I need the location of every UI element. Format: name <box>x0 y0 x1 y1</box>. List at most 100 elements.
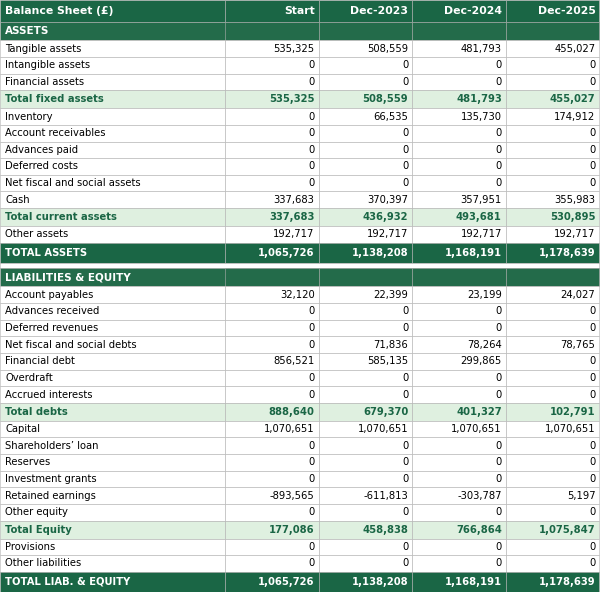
Bar <box>225 91 319 108</box>
Text: 0: 0 <box>402 373 408 383</box>
Bar <box>506 269 599 287</box>
Bar <box>506 243 599 263</box>
Bar <box>506 386 599 403</box>
Text: 0: 0 <box>402 507 408 517</box>
Bar <box>225 437 319 454</box>
Text: 0: 0 <box>402 323 408 333</box>
Text: 0: 0 <box>496 178 502 188</box>
Bar <box>319 353 412 369</box>
Bar <box>0 386 225 403</box>
Text: 455,027: 455,027 <box>554 44 595 54</box>
Bar <box>225 403 319 421</box>
Text: 0: 0 <box>402 77 408 87</box>
Bar <box>412 108 506 125</box>
Text: 0: 0 <box>496 373 502 383</box>
Bar <box>225 0 319 22</box>
Text: 370,397: 370,397 <box>367 195 408 205</box>
Text: 0: 0 <box>402 390 408 400</box>
Text: 66,535: 66,535 <box>373 112 408 121</box>
Text: 192,717: 192,717 <box>367 229 408 239</box>
Bar <box>0 421 225 437</box>
Text: 0: 0 <box>589 558 595 568</box>
Text: 1,168,191: 1,168,191 <box>445 247 502 258</box>
Bar <box>412 471 506 487</box>
Bar <box>319 226 412 243</box>
Bar <box>412 353 506 369</box>
Text: 535,325: 535,325 <box>269 94 314 104</box>
Bar <box>412 0 506 22</box>
Bar <box>506 520 599 539</box>
Bar <box>225 125 319 141</box>
Bar <box>319 403 412 421</box>
Text: 0: 0 <box>496 162 502 172</box>
Bar <box>225 40 319 57</box>
Bar <box>225 158 319 175</box>
Text: 0: 0 <box>402 542 408 552</box>
Bar <box>412 520 506 539</box>
Text: 0: 0 <box>402 558 408 568</box>
Text: 0: 0 <box>589 390 595 400</box>
Bar <box>319 175 412 191</box>
Text: Financial assets: Financial assets <box>5 77 84 87</box>
Bar <box>412 421 506 437</box>
Text: 0: 0 <box>308 145 314 155</box>
Text: Provisions: Provisions <box>5 542 55 552</box>
Text: 1,070,651: 1,070,651 <box>264 424 314 434</box>
Bar <box>412 22 506 40</box>
Bar <box>225 471 319 487</box>
Text: 0: 0 <box>402 458 408 467</box>
Text: 78,264: 78,264 <box>467 340 502 350</box>
Text: Advances paid: Advances paid <box>5 145 78 155</box>
Bar <box>319 504 412 520</box>
Text: 0: 0 <box>308 440 314 451</box>
Text: 436,932: 436,932 <box>363 212 408 222</box>
Text: LIABILITIES & EQUITY: LIABILITIES & EQUITY <box>5 272 131 282</box>
Bar <box>412 320 506 336</box>
Bar <box>319 141 412 158</box>
Text: -893,565: -893,565 <box>270 491 314 501</box>
Bar <box>225 226 319 243</box>
Text: 401,327: 401,327 <box>456 407 502 417</box>
Text: Deferred revenues: Deferred revenues <box>5 323 98 333</box>
Bar <box>225 108 319 125</box>
Bar <box>319 269 412 287</box>
Bar <box>506 208 599 226</box>
Bar <box>506 22 599 40</box>
Text: 0: 0 <box>308 60 314 70</box>
Text: Other liabilities: Other liabilities <box>5 558 81 568</box>
Bar <box>319 40 412 57</box>
Bar <box>412 57 506 73</box>
Text: 0: 0 <box>308 458 314 467</box>
Text: 508,559: 508,559 <box>362 94 408 104</box>
Bar <box>506 125 599 141</box>
Bar <box>319 555 412 572</box>
Bar <box>412 386 506 403</box>
Text: 0: 0 <box>496 474 502 484</box>
Bar <box>0 108 225 125</box>
Bar <box>0 353 225 369</box>
Text: 0: 0 <box>402 307 408 316</box>
Text: 5,197: 5,197 <box>567 491 595 501</box>
Text: 0: 0 <box>308 340 314 350</box>
Text: 888,640: 888,640 <box>269 407 314 417</box>
Text: 0: 0 <box>496 542 502 552</box>
Bar <box>506 73 599 91</box>
Bar <box>319 421 412 437</box>
Text: 0: 0 <box>402 178 408 188</box>
Bar <box>506 336 599 353</box>
Bar <box>0 320 225 336</box>
Text: Balance Sheet (£): Balance Sheet (£) <box>5 7 113 16</box>
Bar <box>319 287 412 303</box>
Bar <box>225 487 319 504</box>
Bar <box>319 0 412 22</box>
Bar <box>0 520 225 539</box>
Bar <box>0 336 225 353</box>
Bar <box>319 539 412 555</box>
Text: 0: 0 <box>589 440 595 451</box>
Bar <box>319 572 412 592</box>
Text: 0: 0 <box>589 162 595 172</box>
Text: 481,793: 481,793 <box>461 44 502 54</box>
Text: 0: 0 <box>402 60 408 70</box>
Text: 0: 0 <box>589 307 595 316</box>
Bar <box>0 487 225 504</box>
